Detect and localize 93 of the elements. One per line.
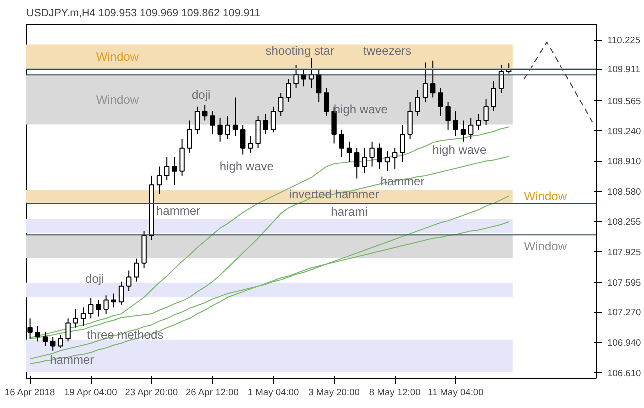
annotation: doji [86,272,104,286]
candlestick [156,166,162,195]
candlestick [415,90,420,117]
candlestick [278,92,284,117]
x-tick-label: 8 May 12:00 [369,388,421,398]
candlestick [73,308,78,328]
y-tick-label: 109.911 [608,64,641,75]
candlestick [88,298,94,320]
candlestick [324,88,330,117]
candlestick [202,104,208,122]
y-tick-label: 107.925 [608,247,642,258]
annotation: high wave [220,160,274,174]
y-tick-label: 106.940 [608,338,642,348]
candlestick [194,106,200,136]
candlestick [316,70,322,103]
band-label: Window [524,240,568,254]
candlestick [438,88,444,117]
y-tick-label: 108.255 [608,217,642,228]
y-tick-label: 109.240 [608,126,642,136]
y-tick-label: 106.610 [608,368,642,378]
candlestick [476,114,482,130]
candlestick [491,80,496,112]
y-tick-label: 108.580 [608,187,642,198]
candlestick [232,97,238,137]
candlestick [384,150,390,172]
candlestick [240,124,246,156]
candlestick [58,334,64,349]
candlestick [400,124,406,163]
band-label: Window [96,50,140,64]
candlestick [294,64,299,89]
candlestick [126,270,132,292]
annotation: doji [192,88,211,102]
candlestick [377,143,382,170]
candlestick [460,120,466,142]
candlestick [35,326,40,342]
candlestick [66,318,71,342]
candlestick [50,336,56,352]
candlestick [218,117,223,142]
candlestick [256,116,261,149]
x-tick-label: 26 Apr 12:00 [186,388,239,398]
y-tick-label: 109.565 [608,96,642,106]
y-tick-label: 107.595 [608,278,642,288]
x-tick-label: 3 May 20:00 [308,388,360,398]
candlestick [187,120,192,154]
y-tick-label: 110.225 [608,36,641,46]
x-tick-label: 23 Apr 20:00 [125,388,178,398]
candlestick [408,102,413,140]
candlestick [80,307,86,327]
x-tick-label: 1 May 04:00 [248,388,300,398]
annotation: harami [331,204,368,219]
candlestick [42,332,48,347]
candlestick [164,157,170,182]
candlestick [498,64,504,94]
x-tick-label: 19 Apr 04:00 [64,388,118,398]
candlestick [430,60,436,98]
annotation: hammer [156,204,201,218]
candlestick [370,141,375,168]
candlestick [422,62,428,103]
x-tick-label: 16 Apr 2018 [4,388,56,398]
candlestick [248,136,254,154]
annotation: hammer [50,353,94,368]
annotation: inverted hammer [289,187,380,202]
x-tick-label: 11 May 04:00 [428,388,484,398]
candlestick [118,281,124,306]
annotation: high wave [432,143,488,158]
chart-title: USDJPY.m,H4 109.953 109.969 109.862 109.911 [26,8,261,20]
candlestick [346,141,352,163]
candlestick [484,99,489,126]
candlestick [225,116,230,140]
candlestick [362,148,368,174]
candlestick [453,111,458,137]
candlestick [392,148,398,170]
y-tick-label: 108.910 [608,156,642,167]
candlestick [286,78,292,103]
candlestick [104,295,109,315]
candlestick [134,258,140,282]
annotation: shooting star [266,44,334,58]
y-tick-label: 107.270 [608,308,642,318]
annotation: tweezers [363,44,412,58]
candlestick [446,102,451,130]
band-label: Window [524,189,568,204]
candlestick [263,114,268,136]
candlestick [210,111,216,136]
candlestick [270,106,276,134]
candlestick [180,138,185,176]
candlestick [339,129,344,158]
candlestick [468,117,474,140]
candlestick [111,293,116,308]
band-label: Window [96,92,140,107]
line-series [524,42,594,124]
candlestick [172,157,178,186]
candlestick [354,148,360,180]
candlestick [96,300,102,318]
